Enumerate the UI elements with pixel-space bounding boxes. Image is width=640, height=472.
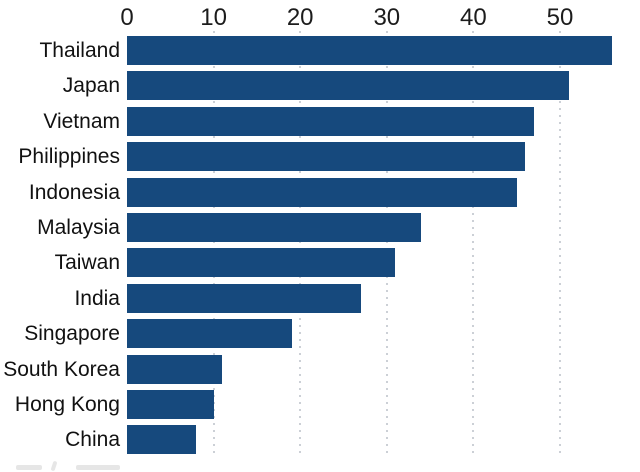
category-label: Singapore [24,322,120,346]
x-axis-tick-label: 30 [373,4,401,31]
bar-south-korea [127,354,223,384]
caption-smudge [50,460,58,472]
bar-china [127,425,197,455]
bar-philippines [127,142,526,172]
gridline [385,31,388,455]
gridline [559,31,561,455]
chart-row: Indonesia [0,175,640,211]
bar-hong-kong [127,390,214,419]
category-label: Japan [62,74,120,98]
cropped-caption-fragment [0,460,200,472]
chart-row: South Korea [0,352,640,388]
category-label: Thailand [39,39,120,62]
category-label: Philippines [18,145,120,169]
chart-row: India [0,281,640,317]
bar-india [127,283,361,313]
x-axis-tick-label: 40 [460,4,487,31]
category-label: Malaysia [37,216,120,239]
chart-row: Philippines [0,139,640,175]
gridline [212,31,215,455]
chart-row: Vietnam [0,104,640,140]
gridline [472,31,475,455]
x-axis-tick-label: 20 [286,4,314,31]
bar-taiwan [127,248,396,278]
bar-thailand [127,36,612,65]
category-label: Hong Kong [14,393,120,416]
x-axis-tick-label: 0 [120,4,134,31]
chart-row: Singapore [0,316,640,352]
bar-vietnam [127,106,535,136]
chart-row: Taiwan [0,245,640,281]
chart-row: Hong Kong [0,387,640,423]
category-label: India [74,286,120,310]
x-axis-tick-label: 50 [546,4,574,31]
caption-smudge [16,465,42,470]
bar-malaysia [127,213,422,242]
chart-row: Malaysia [0,210,640,246]
category-label: South Korea [3,357,120,381]
bar-singapore [127,319,292,349]
chart-row: China [0,422,640,458]
bar-indonesia [127,177,517,207]
chart-row: Japan [0,68,640,104]
gridline [299,31,302,455]
chart-row: Thailand [0,33,640,69]
category-label: Indonesia [28,180,120,204]
category-label: Vietnam [43,109,120,133]
bar-japan [127,71,569,101]
category-label: Taiwan [54,251,120,275]
x-axis-tick-label: 10 [200,4,227,31]
category-label: China [65,428,120,452]
caption-smudge [76,465,120,470]
